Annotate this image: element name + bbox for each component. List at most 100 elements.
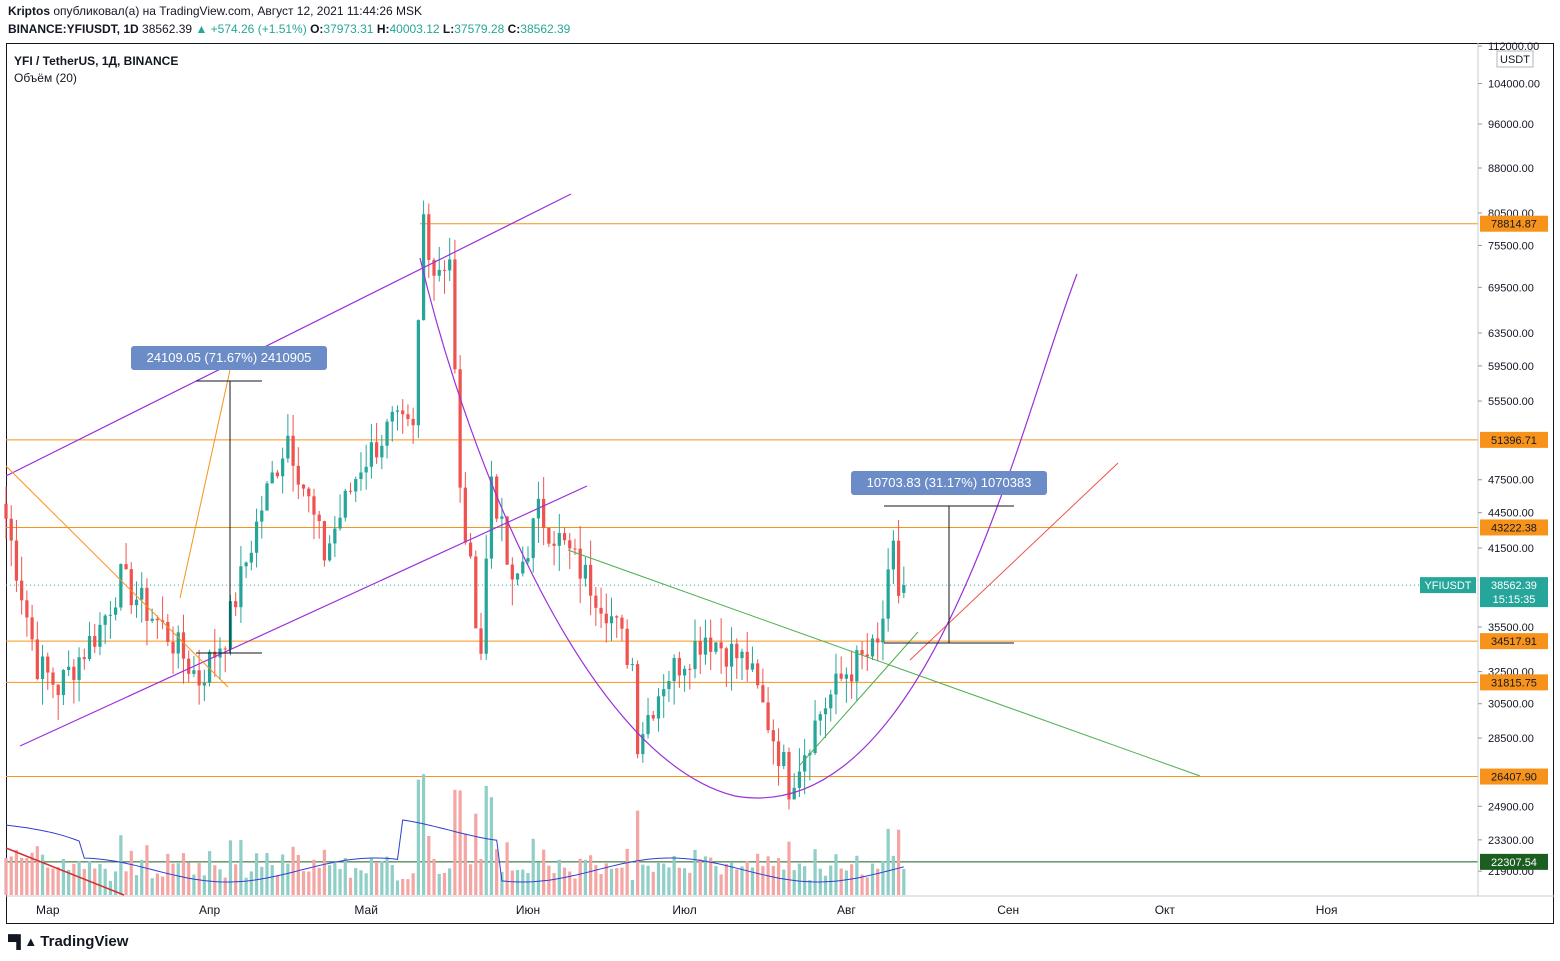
- candle-body: [776, 741, 781, 767]
- volume-bar: [735, 869, 739, 895]
- candle-body: [98, 624, 102, 647]
- open-label: O:: [310, 22, 324, 36]
- volume-bar: [239, 840, 243, 895]
- legend-title[interactable]: YFI / TetherUS, 1Д, BINANCE: [14, 54, 179, 68]
- price-tick-label: 30500.00: [1488, 699, 1534, 711]
- volume-bar: [756, 853, 760, 895]
- volume-bar: [223, 877, 227, 895]
- volume-bar: [145, 845, 149, 895]
- volume-legend[interactable]: Объём (20): [14, 71, 77, 85]
- volume-bar: [124, 871, 128, 895]
- volume-bar: [338, 868, 342, 895]
- volume-bar: [896, 829, 901, 895]
- candle-body: [260, 510, 264, 522]
- volume-bar: [134, 875, 139, 895]
- candle-body: [865, 654, 869, 657]
- candle-body: [489, 476, 494, 559]
- measure-badge-1: 24109.05 (71.67%) 2410905: [131, 346, 327, 370]
- tradingview-brand[interactable]: ▀▌▲ TradingView: [8, 933, 128, 950]
- candle-body: [270, 472, 274, 484]
- candle-body: [202, 682, 206, 686]
- volume-bar: [729, 862, 734, 895]
- candle-body: [87, 636, 92, 660]
- candle-body: [667, 681, 671, 690]
- candle-body: [526, 558, 530, 562]
- volume-bar: [849, 864, 854, 895]
- candle-body: [625, 628, 629, 666]
- candle-body: [296, 465, 300, 485]
- volume-bar: [662, 863, 666, 895]
- candle-body: [688, 668, 692, 670]
- candle-body: [557, 533, 561, 546]
- volume-bar: [651, 871, 655, 895]
- candle-body: [860, 650, 864, 655]
- candle-body: [354, 479, 358, 492]
- volume-bar: [803, 866, 807, 895]
- green-support-line: [799, 631, 919, 766]
- price-tick-label: 28500.00: [1488, 733, 1534, 745]
- candle-body: [635, 664, 640, 755]
- volume-bar: [505, 842, 509, 895]
- channel-upper-line: [5, 193, 572, 477]
- time-label: Июн: [516, 903, 540, 917]
- price-tick-label: 69500.00: [1488, 282, 1534, 294]
- candle-body: [385, 421, 389, 446]
- volume-bar: [745, 860, 749, 895]
- candle-body: [187, 658, 191, 674]
- level-tag-bg: [1480, 215, 1548, 232]
- candle-body: [829, 694, 833, 709]
- volume-bar: [797, 863, 802, 895]
- candle-body: [442, 269, 447, 271]
- candle-body: [145, 587, 149, 621]
- candle-body: [886, 569, 890, 619]
- candle-body: [797, 771, 802, 788]
- volume-bar: [390, 865, 394, 895]
- volume-bar: [61, 859, 66, 895]
- candle-body: [615, 616, 619, 618]
- price-tick-label: 75500.00: [1488, 240, 1534, 252]
- candle-body: [813, 720, 817, 754]
- volume-bar: [150, 878, 154, 895]
- volume-bar: [630, 879, 635, 895]
- candle-body: [839, 673, 843, 679]
- measure-badge-1-bg: [131, 346, 327, 370]
- measure-badge-1-text: 24109.05 (71.67%) 2410905: [147, 350, 312, 365]
- volume-bar: [9, 856, 13, 895]
- candle-body: [113, 607, 118, 615]
- candle-body: [207, 651, 212, 683]
- candle-body: [651, 714, 655, 719]
- candle-body: [77, 657, 81, 680]
- published-text: опубликовал(а) на TradingView.com, Авгус…: [53, 4, 422, 18]
- volume-bar: [369, 858, 374, 895]
- author-name[interactable]: Kriptos: [8, 4, 50, 18]
- candle-body: [672, 657, 676, 682]
- candle-body: [818, 714, 822, 721]
- candle-body: [234, 601, 238, 608]
- candle-body: [750, 663, 755, 670]
- volume-bar: [328, 865, 332, 895]
- candle-body: [876, 638, 880, 643]
- candle-body: [609, 616, 614, 624]
- volume-bar: [531, 838, 535, 895]
- volume-bar: [140, 859, 144, 895]
- volume-bar: [740, 866, 744, 895]
- volume-bar: [322, 849, 327, 895]
- candle-body: [474, 556, 478, 629]
- price-tick-label: 96000.00: [1488, 119, 1534, 131]
- level-tag-text: 51396.71: [1491, 435, 1537, 447]
- candle-body: [589, 564, 593, 596]
- volume-bar: [234, 864, 238, 895]
- volume-bar: [87, 861, 92, 895]
- volume-bar: [20, 857, 24, 895]
- candle-body: [317, 514, 321, 522]
- volume-bar: [421, 774, 426, 895]
- price-tick-label: 63500.00: [1488, 328, 1534, 340]
- volume-bar: [260, 866, 264, 895]
- candle-body: [427, 214, 431, 260]
- candle-body: [547, 528, 551, 544]
- volume-bar: [808, 880, 812, 895]
- candle-body: [322, 521, 327, 561]
- volume-bar: [750, 867, 755, 895]
- volume-bar: [823, 875, 828, 895]
